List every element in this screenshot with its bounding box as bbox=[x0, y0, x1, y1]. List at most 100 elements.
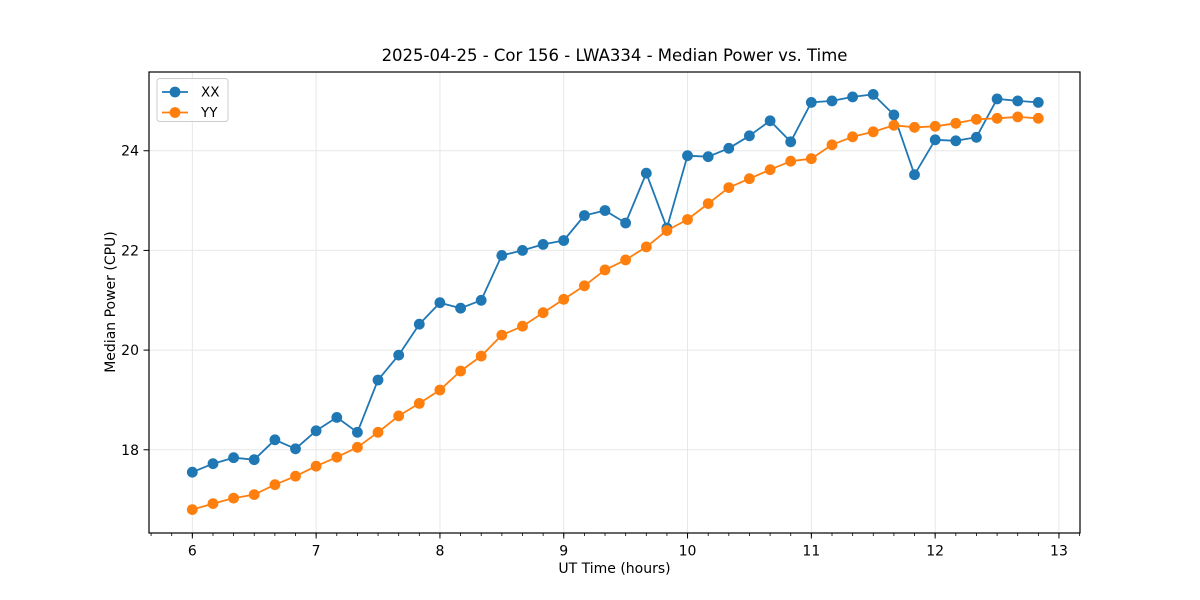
data-point-yy bbox=[269, 479, 281, 491]
data-point-xx bbox=[372, 374, 384, 386]
data-point-xx bbox=[537, 239, 549, 250]
data-point-xx bbox=[950, 135, 962, 147]
data-point-yy bbox=[909, 121, 920, 133]
x-tick-label: 10 bbox=[679, 544, 697, 560]
data-point-yy bbox=[248, 489, 260, 500]
legend-label-yy: YY bbox=[200, 105, 218, 121]
data-point-xx bbox=[1012, 95, 1024, 107]
x-tick-label: 11 bbox=[802, 544, 820, 560]
legend-marker-xx bbox=[169, 86, 181, 98]
data-point-xx bbox=[847, 91, 858, 103]
data-point-xx bbox=[331, 412, 343, 423]
data-point-xx bbox=[723, 142, 735, 154]
chart-title: 2025-04-25 - Cor 156 - LWA334 - Median P… bbox=[381, 46, 848, 65]
data-point-yy bbox=[496, 329, 508, 341]
data-point-xx bbox=[290, 443, 301, 455]
legend-label-xx: XX bbox=[201, 85, 220, 101]
data-point-yy bbox=[207, 498, 219, 509]
data-point-xx bbox=[599, 205, 611, 216]
data-point-xx bbox=[393, 349, 405, 361]
data-point-xx bbox=[1032, 97, 1044, 108]
data-point-xx bbox=[682, 150, 693, 162]
data-point-yy bbox=[888, 119, 900, 131]
data-point-xx bbox=[413, 318, 425, 330]
y-tick-label: 18 bbox=[121, 443, 139, 459]
data-point-xx bbox=[207, 458, 219, 470]
x-tick-label: 9 bbox=[559, 544, 568, 560]
data-point-xx bbox=[475, 294, 487, 306]
x-tick-label: 13 bbox=[1050, 544, 1068, 560]
data-point-xx bbox=[434, 297, 446, 309]
data-point-xx bbox=[579, 210, 590, 221]
y-tick-label: 22 bbox=[121, 243, 139, 259]
data-point-yy bbox=[1032, 112, 1044, 124]
data-point-yy bbox=[352, 441, 363, 453]
legend-item-yy: YY bbox=[162, 105, 218, 121]
data-point-xx bbox=[496, 250, 508, 261]
data-point-yy bbox=[805, 153, 817, 165]
data-point-yy bbox=[929, 120, 941, 132]
data-point-yy bbox=[310, 460, 322, 472]
data-point-xx bbox=[455, 302, 466, 314]
data-point-yy bbox=[579, 280, 590, 292]
legend-item-xx: XX bbox=[162, 85, 220, 101]
data-point-xx bbox=[826, 95, 838, 107]
data-point-xx bbox=[867, 89, 879, 100]
series-yy bbox=[186, 111, 1044, 515]
data-point-yy bbox=[640, 241, 652, 253]
x-tick-label: 12 bbox=[926, 544, 944, 560]
data-point-yy bbox=[620, 254, 631, 266]
data-point-xx bbox=[805, 97, 817, 108]
axes-spines bbox=[148, 71, 1081, 534]
data-point-xx bbox=[558, 235, 570, 246]
data-point-yy bbox=[434, 384, 446, 396]
data-point-yy bbox=[661, 225, 673, 236]
data-point-xx bbox=[620, 217, 631, 229]
data-point-xx bbox=[764, 115, 776, 127]
data-point-yy bbox=[186, 504, 198, 515]
data-point-yy bbox=[413, 398, 425, 409]
data-point-yy bbox=[682, 214, 693, 225]
data-point-xx bbox=[888, 109, 900, 121]
x-tick-label: 6 bbox=[188, 544, 197, 560]
data-point-xx bbox=[785, 136, 797, 148]
data-point-yy bbox=[744, 173, 755, 185]
data-point-xx bbox=[186, 466, 198, 478]
data-point-yy bbox=[723, 182, 735, 194]
data-point-xx bbox=[228, 452, 240, 464]
data-point-yy bbox=[537, 307, 549, 319]
data-point-yy bbox=[971, 113, 982, 125]
data-point-xx bbox=[702, 151, 714, 163]
data-point-xx bbox=[971, 131, 982, 143]
data-point-xx bbox=[991, 93, 1003, 105]
data-point-yy bbox=[558, 293, 570, 305]
data-point-xx bbox=[909, 169, 920, 181]
data-point-yy bbox=[331, 451, 343, 463]
data-point-xx bbox=[248, 454, 260, 466]
data-point-yy bbox=[847, 131, 858, 143]
data-point-yy bbox=[228, 492, 240, 504]
y-tick-label: 24 bbox=[121, 144, 139, 160]
data-point-yy bbox=[826, 139, 838, 151]
data-point-yy bbox=[785, 155, 797, 167]
data-point-yy bbox=[867, 126, 879, 138]
data-point-yy bbox=[393, 410, 405, 422]
data-point-xx bbox=[352, 426, 363, 438]
y-tick-label: 20 bbox=[121, 343, 139, 359]
data-point-xx bbox=[640, 167, 652, 179]
data-point-xx bbox=[517, 245, 528, 256]
data-point-yy bbox=[764, 164, 776, 176]
x-tick-label: 8 bbox=[435, 544, 444, 560]
data-point-xx bbox=[310, 425, 322, 437]
data-point-xx bbox=[744, 130, 755, 142]
data-point-yy bbox=[290, 470, 301, 482]
x-axis-label: UT Time (hours) bbox=[558, 561, 671, 577]
data-point-yy bbox=[702, 198, 714, 210]
data-point-yy bbox=[475, 350, 487, 362]
data-point-yy bbox=[991, 112, 1003, 124]
legend: XX YY bbox=[156, 78, 229, 122]
data-point-yy bbox=[372, 426, 384, 438]
data-point-yy bbox=[517, 320, 528, 332]
